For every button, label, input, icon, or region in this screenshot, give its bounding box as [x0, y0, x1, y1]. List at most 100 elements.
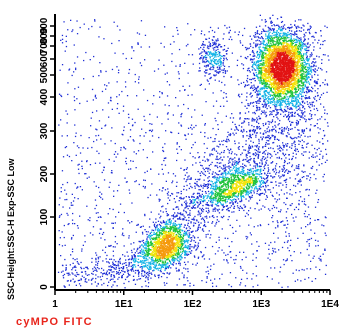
event-dot: [289, 80, 292, 82]
event-dot: [291, 71, 293, 73]
event-dot: [151, 244, 153, 247]
event-dot: [153, 237, 155, 239]
event-dot: [274, 57, 276, 59]
event-dot: [169, 245, 171, 247]
event-dot: [267, 50, 270, 52]
event-dot: [172, 252, 174, 254]
event-dot: [169, 246, 171, 248]
event-dot: [202, 230, 205, 232]
event-dot: [313, 46, 315, 48]
event-dot: [295, 39, 297, 41]
event-dot: [146, 240, 148, 242]
event-dot: [143, 257, 145, 260]
event-dot: [174, 225, 177, 228]
event-dot: [263, 69, 265, 71]
event-dot: [141, 260, 143, 262]
event-dot: [294, 66, 297, 68]
event-dot: [299, 76, 301, 78]
event-dot: [180, 236, 183, 238]
event-dot: [265, 54, 267, 56]
event-dot: [179, 234, 182, 237]
event-dot: [293, 32, 296, 34]
event-dot: [285, 80, 287, 82]
event-dot: [171, 237, 174, 239]
event-dot: [301, 57, 303, 59]
event-dot: [291, 73, 293, 75]
event-dot: [302, 58, 304, 60]
event-dot: [145, 259, 148, 261]
event-dot: [252, 50, 254, 52]
event-dot: [271, 50, 273, 52]
event-dot: [255, 188, 258, 190]
event-dot: [286, 91, 288, 93]
event-dot: [262, 42, 264, 44]
event-dot: [277, 38, 279, 40]
event-dot: [301, 47, 303, 49]
event-dot: [164, 235, 166, 237]
event-dot: [176, 248, 178, 250]
event-dot: [261, 53, 264, 55]
event-dot: [264, 69, 266, 72]
event-dot: [268, 73, 270, 75]
event-dot: [170, 240, 172, 242]
event-dot: [285, 48, 287, 50]
event-dot: [149, 235, 151, 237]
event-dot: [197, 242, 200, 244]
event-dot: [253, 86, 255, 88]
event-dot: [219, 189, 221, 191]
event-dot: [306, 49, 308, 52]
event-dot: [245, 57, 248, 60]
event-dot: [275, 71, 277, 73]
event-dot: [273, 40, 275, 42]
event-dot: [284, 93, 286, 95]
event-dot: [148, 261, 150, 263]
event-dot: [175, 227, 177, 229]
event-dot: [276, 65, 279, 68]
event-dot: [275, 65, 277, 67]
event-dot: [150, 258, 152, 260]
event-dot: [290, 102, 292, 104]
event-dot: [247, 48, 249, 50]
event-dot: [265, 38, 267, 40]
event-dot: [277, 73, 280, 75]
event-dot: [290, 38, 292, 40]
event-dot: [294, 51, 296, 53]
event-dot: [299, 55, 301, 57]
event-dot: [293, 56, 295, 58]
event-dot: [289, 57, 291, 59]
event-dot: [263, 73, 266, 75]
event-dot: [262, 69, 264, 71]
event-dot: [254, 77, 256, 80]
event-dot: [291, 41, 293, 43]
event-dot: [272, 54, 274, 56]
event-dot: [307, 72, 310, 75]
event-dot: [163, 246, 166, 249]
event-dot: [161, 245, 163, 247]
event-dot: [184, 241, 186, 243]
event-dot: [316, 109, 319, 112]
event-dot: [172, 234, 174, 236]
event-dot: [294, 64, 296, 67]
event-dot: [164, 254, 166, 256]
event-dot: [163, 264, 166, 266]
event-dot: [307, 70, 310, 72]
event-dot: [175, 241, 178, 244]
event-dot: [184, 242, 186, 244]
event-dot: [257, 93, 259, 95]
event-dot: [292, 99, 294, 102]
event-dot: [204, 174, 207, 177]
event-dot: [190, 222, 192, 224]
event-dot: [156, 257, 158, 259]
event-dot: [276, 83, 278, 85]
event-dot: [167, 239, 169, 242]
event-dot: [161, 234, 163, 236]
event-dot: [173, 243, 175, 245]
event-dot: [285, 78, 287, 81]
event-dot: [293, 92, 295, 94]
event-dot: [314, 31, 317, 34]
event-dot: [163, 254, 165, 256]
event-dot: [241, 180, 243, 182]
event-dot: [169, 250, 171, 252]
event-dot: [169, 224, 171, 226]
event-dot: [237, 195, 239, 197]
